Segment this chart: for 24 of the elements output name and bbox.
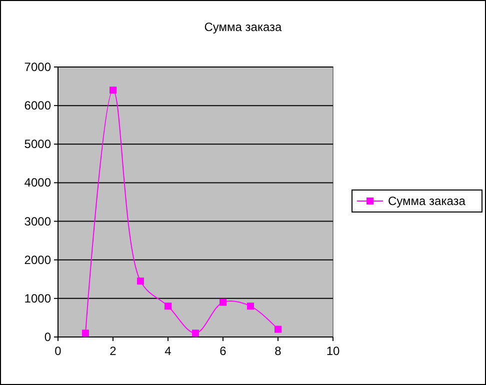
- y-tick-label: 4000: [24, 176, 52, 190]
- y-tick-label: 1000: [24, 291, 52, 306]
- x-tick-label: 8: [274, 344, 282, 358]
- y-tick-label: 0: [44, 330, 52, 344]
- x-tick-label: 0: [54, 344, 62, 358]
- y-tick-label: 2000: [24, 252, 52, 267]
- y-tick-label: 7000: [24, 60, 52, 74]
- x-tick-label: 2: [110, 344, 117, 358]
- x-tick-label: 6: [220, 344, 227, 358]
- y-tick-label: 3000: [24, 214, 52, 228]
- point: [220, 298, 226, 306]
- point: [110, 86, 116, 94]
- y-tick-label: 5000: [24, 137, 52, 152]
- point: [137, 278, 144, 285]
- point: [274, 326, 282, 333]
- x-tick-label: 10: [326, 344, 340, 358]
- point: [164, 302, 172, 310]
- chart-title: Сумма заказа: [204, 20, 282, 34]
- point: [192, 330, 199, 337]
- x-tick-label: 4: [164, 344, 172, 358]
- y-tick-label: 6000: [24, 98, 52, 113]
- legend-label: Сумма заказа: [388, 194, 466, 208]
- point: [82, 330, 89, 337]
- point: [247, 302, 254, 310]
